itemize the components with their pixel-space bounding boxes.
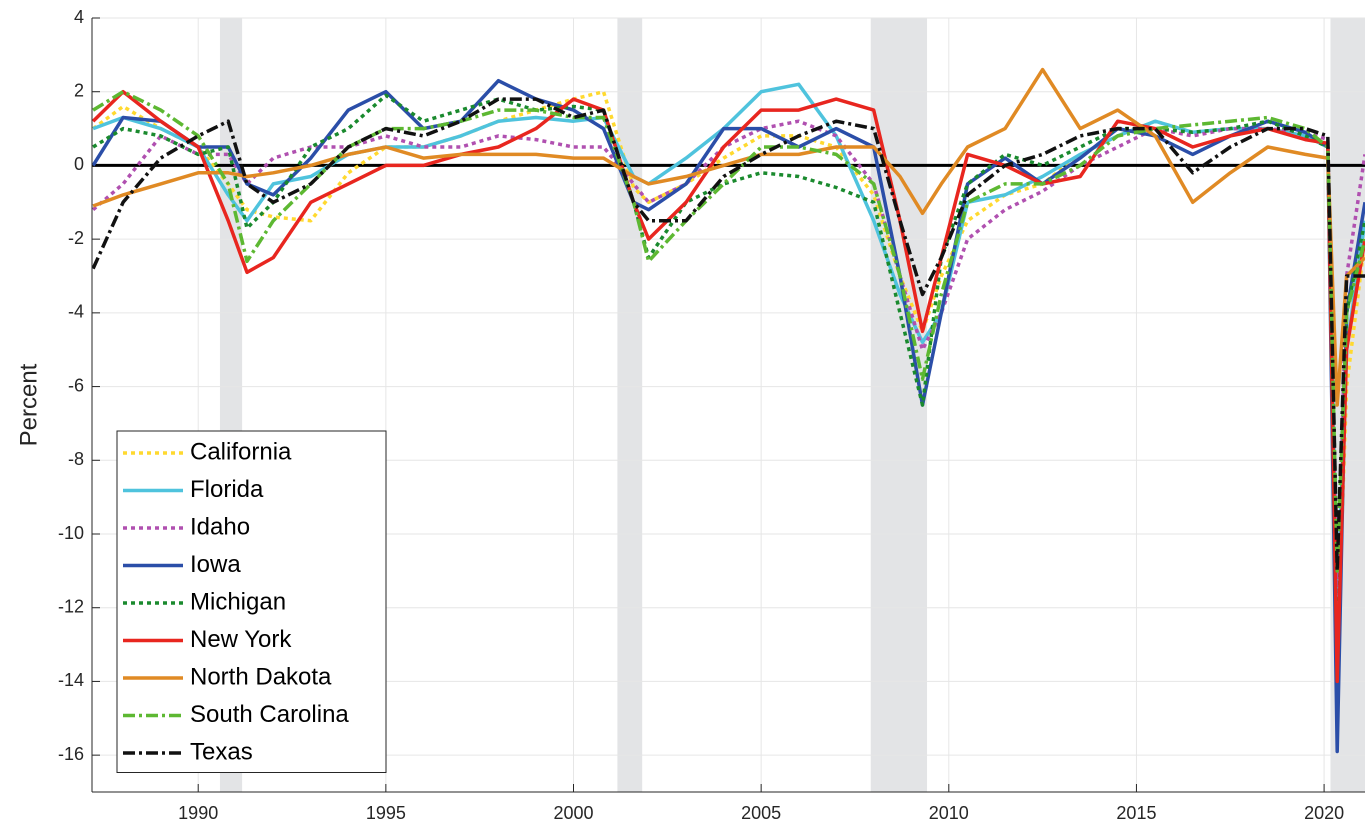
- series-line: [92, 67, 1365, 407]
- y-tick-label: -4: [68, 302, 84, 322]
- legend-label: Florida: [190, 476, 264, 503]
- legend-label: California: [190, 438, 292, 465]
- y-axis-label: Percent: [15, 363, 42, 446]
- x-tick-label: 2005: [741, 803, 781, 823]
- x-tick-label: 2000: [553, 803, 593, 823]
- y-tick-label: -12: [58, 596, 84, 616]
- y-tick-label: 0: [74, 154, 84, 174]
- x-tick-label: 2010: [929, 803, 969, 823]
- x-tick-label: 1995: [366, 803, 406, 823]
- series-line: [92, 89, 1365, 573]
- y-tick-label: 4: [74, 7, 84, 27]
- legend-label: Texas: [190, 738, 253, 765]
- legend-label: Iowa: [190, 551, 241, 578]
- legend-label: Michigan: [190, 588, 286, 615]
- series-line: [91, 97, 1365, 573]
- y-tick-label: -10: [58, 523, 84, 543]
- recession-band: [617, 18, 643, 792]
- series-line: [92, 93, 1365, 684]
- recession-band: [870, 18, 928, 792]
- legend-label: Idaho: [190, 513, 250, 540]
- x-tick-label: 1990: [178, 803, 218, 823]
- legend-label: New York: [190, 626, 292, 653]
- y-tick-label: -14: [58, 670, 84, 690]
- legend-label: North Dakota: [190, 663, 332, 690]
- legend-label: South Carolina: [190, 701, 349, 728]
- series-line: [91, 119, 1365, 610]
- series-line: [91, 89, 1365, 684]
- y-tick-label: -16: [58, 744, 84, 764]
- y-tick-label: -6: [68, 375, 84, 395]
- legend-box: [116, 430, 387, 773]
- x-tick-label: 2015: [1116, 803, 1156, 823]
- series-line: [91, 78, 1365, 754]
- y-tick-label: 2: [74, 80, 84, 100]
- y-tick-label: -2: [68, 228, 84, 248]
- x-tick-label: 2020: [1304, 803, 1344, 823]
- y-tick-label: -8: [68, 449, 84, 469]
